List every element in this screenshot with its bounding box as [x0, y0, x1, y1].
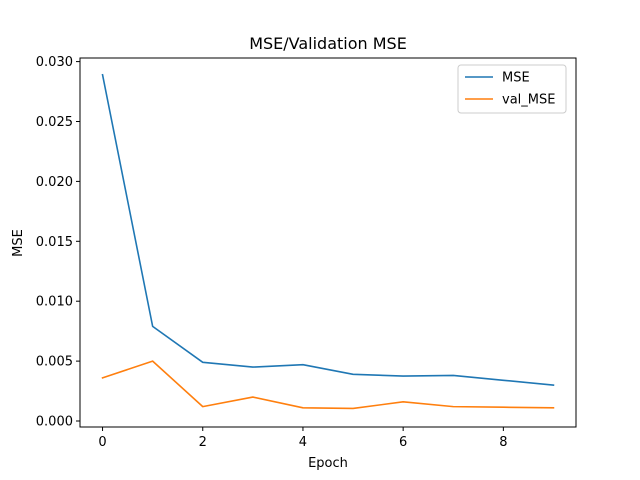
- y-tick-label: 0.000: [36, 415, 73, 430]
- y-tick-label: 0.015: [36, 235, 73, 250]
- axes-frame: [79, 57, 577, 428]
- y-tick-label: 0.030: [36, 55, 73, 70]
- x-tick-label: 6: [399, 435, 407, 450]
- y-tick-label: 0.005: [36, 355, 73, 370]
- legend-label: val_MSE: [502, 93, 555, 108]
- x-tick-label: 0: [98, 435, 106, 450]
- y-tick-label: 0.010: [36, 295, 73, 310]
- y-tick-label: 0.020: [36, 175, 73, 190]
- series-line-mse: [101, 73, 555, 386]
- y-tick-label: 0.025: [36, 115, 73, 130]
- legend-label: MSE: [502, 71, 530, 86]
- x-tick-label: 2: [199, 435, 207, 450]
- plot-area: 0 2 4 6 8 0.000 0.005 0.010 0.015 0.020 0.025 0.030…: [36, 55, 577, 450]
- x-tick-label: 4: [299, 435, 307, 450]
- chart-title: MSE/Validation MSE: [249, 34, 407, 53]
- x-tick-label: 8: [499, 435, 507, 450]
- x-axis-title: Epoch: [308, 456, 348, 471]
- y-axis-title: MSE: [11, 229, 26, 257]
- series-line-val-mse: [101, 360, 555, 410]
